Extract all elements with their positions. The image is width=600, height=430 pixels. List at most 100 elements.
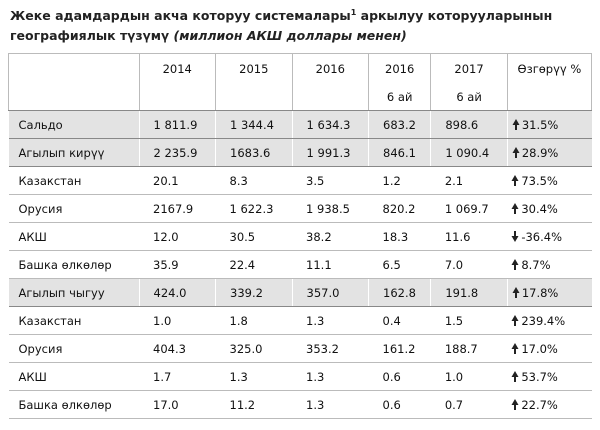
cell: 30.5 [215, 222, 293, 251]
change-cell: 239.4% [507, 306, 592, 335]
change-value: 73.5% [521, 173, 558, 188]
header-cell: 6 ай [430, 84, 508, 111]
cell: 846.1 [368, 138, 431, 167]
cell: 1.7 [139, 362, 216, 391]
header-cell: 2015 [215, 53, 293, 84]
cell: 1683.6 [215, 138, 293, 167]
header-cell [506, 84, 593, 111]
trend-arrow [511, 370, 519, 382]
trend-arrow [511, 398, 519, 410]
header-cell [8, 84, 140, 111]
table-row: Агылып кирүү 2 235.9 1683.6 1 991.3 846.1 1 0… [8, 138, 592, 167]
cell: 18.3 [368, 222, 431, 251]
cell: 1.3 [292, 306, 369, 335]
title: Жеке адамдардын акча которуу системалары… [10, 6, 595, 46]
cell: 161.2 [368, 334, 431, 363]
cell: 325.0 [215, 334, 293, 363]
cell: 1.3 [292, 390, 369, 419]
trend-arrow [511, 174, 519, 186]
change-cell: 31.5% [506, 110, 592, 139]
table-row: АКШ 1.7 1.3 1.3 0.6 1.0 53.7% [8, 362, 592, 391]
subtitle: (миллион АКШ доллары менен) [173, 28, 407, 43]
row-label: Сальдо [8, 110, 139, 139]
row-label: Казакстан [8, 166, 139, 195]
row-label: Башка өлкөлөр [8, 390, 139, 419]
row-label: Орусия [8, 194, 139, 223]
cell: 11.1 [292, 250, 369, 279]
cell: 1 938.5 [292, 194, 369, 223]
cell: 3.5 [292, 166, 369, 195]
change-value: 17.0% [521, 341, 558, 356]
cell: 1.0 [139, 306, 216, 335]
trend-arrow [512, 146, 520, 158]
title-text: Жеке адамдардын акча которуу системалары [10, 8, 351, 23]
cell: 6.5 [368, 250, 431, 279]
cell: 1.0 [430, 362, 508, 391]
cell: 1 069.7 [430, 194, 508, 223]
cell: 17.0 [139, 390, 216, 419]
change-value: 17.8% [521, 285, 559, 300]
cell: 1 090.4 [430, 138, 508, 167]
row-label: АКШ [8, 222, 139, 251]
trend-arrow [512, 286, 520, 298]
header-cell: 2017 [430, 53, 508, 84]
title-text: географиялык түзүмү [10, 28, 170, 43]
cell: 0.7 [430, 390, 508, 419]
change-value: 8.7% [521, 257, 551, 272]
cell: 683.2 [368, 110, 431, 139]
table-row: Казакстан 1.0 1.8 1.3 0.4 1.5 239.4% [8, 306, 592, 335]
cell: 1.3 [292, 362, 369, 391]
change-cell: 8.7% [507, 250, 592, 279]
header-cell: 2016 [291, 53, 370, 84]
trend-arrow [512, 118, 520, 130]
trend-arrow [511, 314, 519, 326]
change-cell: -36.4% [507, 222, 592, 251]
cell: 1 811.9 [138, 110, 216, 139]
cell: 1 622.3 [215, 194, 293, 223]
header-cell: Өзгөрүү % [506, 53, 593, 84]
cell: 820.2 [368, 194, 431, 223]
row-label: Орусия [8, 334, 139, 363]
table-row: АКШ 12.0 30.5 38.2 18.3 11.6 -36.4% [8, 222, 592, 251]
table-row: Агылып чыгуу 424.0 339.2 357.0 162.8 191.8 17.… [8, 278, 592, 307]
cell: 191.8 [430, 278, 508, 307]
cell: 0.4 [368, 306, 431, 335]
table-row: Орусия 2167.9 1 622.3 1 938.5 820.2 1 069.7 30… [8, 194, 592, 223]
row-label: АКШ [8, 362, 139, 391]
row-label: Башка өлкөлөр [8, 250, 139, 279]
footnote-mark: 1 [350, 7, 357, 17]
cell: 188.7 [430, 334, 508, 363]
change-cell: 22.7% [507, 390, 592, 419]
change-value: 30.4% [521, 201, 558, 216]
cell: 1.5 [430, 306, 508, 335]
cell: 8.3 [215, 166, 293, 195]
cell: 7.0 [430, 250, 508, 279]
cell: 404.3 [139, 334, 216, 363]
table-row: Орусия 404.3 325.0 353.2 161.2 188.7 17.0% [8, 334, 592, 363]
cell: 38.2 [292, 222, 369, 251]
cell: 11.6 [430, 222, 508, 251]
change-value: 28.9% [521, 145, 559, 160]
change-cell: 17.8% [506, 278, 592, 307]
table-row: Сальдо 1 811.9 1 344.4 1 634.3 683.2 898.6 31.… [8, 110, 592, 139]
change-cell: 17.0% [507, 334, 592, 363]
change-cell: 28.9% [506, 138, 592, 167]
row-label: Казакстан [8, 306, 139, 335]
cell: 1.8 [215, 306, 293, 335]
cell: 22.4 [215, 250, 293, 279]
cell: 1 344.4 [215, 110, 293, 139]
cell: 424.0 [138, 278, 216, 307]
cell: 353.2 [292, 334, 369, 363]
header-cell: 6 ай [368, 84, 432, 111]
header-row: 2014 2015 2016 2016 2017 Өзгөрүү % [8, 53, 593, 84]
cell: 1 634.3 [291, 110, 369, 139]
header-cell [291, 84, 370, 111]
table-row: Башка өлкөлөр 35.9 22.4 11.1 6.5 7.0 8.7% [8, 250, 592, 279]
cell: 35.9 [139, 250, 216, 279]
cell: 1.3 [215, 362, 293, 391]
table-row: Казакстан 20.1 8.3 3.5 1.2 2.1 73.5% [8, 166, 592, 195]
cell: 11.2 [215, 390, 293, 419]
title-text: аркылуу которууларынын [360, 8, 553, 23]
header-cell: 2014 [138, 53, 217, 84]
